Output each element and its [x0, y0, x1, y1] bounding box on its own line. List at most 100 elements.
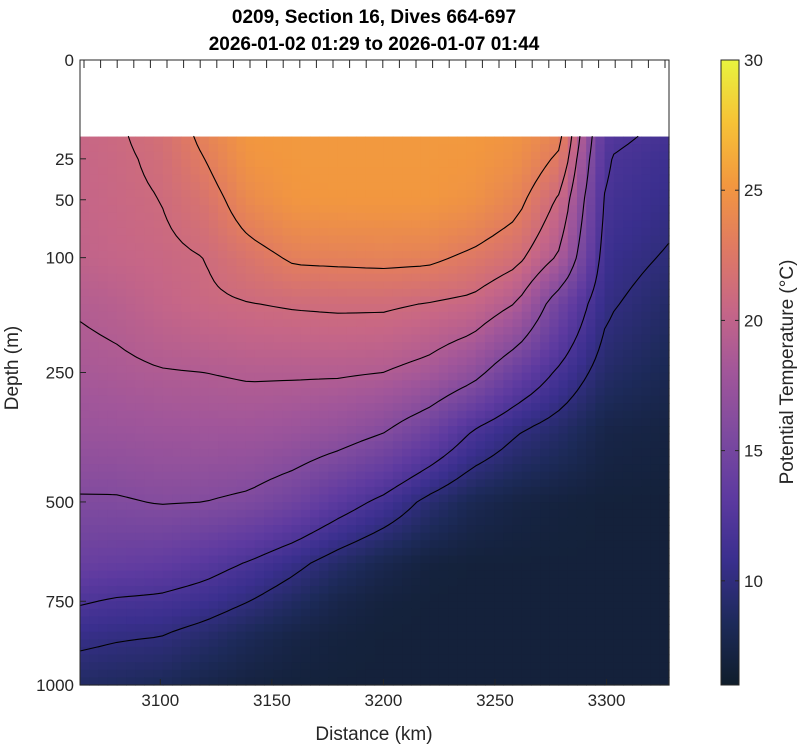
- field-cell: [549, 357, 560, 366]
- field-cell: [365, 639, 376, 648]
- field-cell: [328, 677, 339, 686]
- field-cell: [521, 174, 532, 183]
- field-cell: [172, 646, 182, 656]
- field-cell: [383, 372, 394, 381]
- field-cell: [420, 426, 431, 435]
- field-cell: [438, 266, 449, 275]
- field-cell: [613, 448, 624, 458]
- field-cell: [89, 250, 99, 260]
- field-cell: [595, 387, 606, 397]
- field-cell: [319, 281, 330, 290]
- field-cell: [512, 669, 523, 678]
- field-cell: [190, 517, 201, 526]
- field-cell: [457, 433, 468, 442]
- field-cell: [199, 326, 210, 336]
- field-cell: [199, 334, 210, 343]
- field-cell: [438, 456, 449, 465]
- field-cell: [245, 387, 256, 397]
- field-cell: [365, 479, 376, 488]
- field-cell: [576, 144, 587, 153]
- field-cell: [98, 456, 109, 465]
- field-cell: [558, 479, 569, 488]
- field-cell: [632, 357, 642, 366]
- field-cell: [576, 159, 587, 168]
- field-cell: [586, 182, 596, 191]
- field-cell: [153, 669, 164, 678]
- y-tick-label: 1000: [36, 676, 74, 695]
- field-cell: [162, 182, 173, 191]
- field-cell: [254, 479, 265, 488]
- field-cell: [181, 311, 192, 320]
- field-cell: [586, 646, 596, 656]
- field-cell: [641, 334, 652, 343]
- field-cell: [576, 464, 587, 473]
- field-cell: [521, 639, 532, 648]
- field-cell: [438, 532, 449, 541]
- field-cell: [218, 365, 228, 374]
- field-cell: [273, 494, 284, 503]
- field-cell: [457, 395, 468, 404]
- field-cell: [457, 486, 468, 496]
- field-cell: [475, 342, 486, 351]
- field-cell: [310, 144, 320, 153]
- field-cell: [659, 456, 670, 465]
- field-cell: [310, 677, 320, 686]
- field-cell: [126, 631, 136, 640]
- field-cell: [420, 235, 431, 244]
- field-cell: [162, 669, 173, 678]
- field-cell: [98, 227, 109, 237]
- field-cell: [199, 235, 210, 244]
- field-cell: [448, 296, 458, 305]
- field-cell: [365, 159, 376, 168]
- field-cell: [181, 250, 192, 260]
- field-cell: [337, 205, 348, 214]
- field-cell: [319, 525, 330, 534]
- field-cell: [613, 395, 624, 404]
- field-cell: [512, 243, 523, 252]
- field-cell: [475, 486, 486, 496]
- field-cell: [300, 326, 311, 336]
- field-cell: [567, 631, 578, 640]
- field-cell: [484, 631, 495, 640]
- field-cell: [659, 403, 670, 412]
- field-cell: [466, 304, 477, 313]
- field-cell: [429, 418, 440, 427]
- field-cell: [227, 296, 238, 305]
- field-cell: [475, 441, 486, 450]
- field-cell: [503, 418, 514, 427]
- field-cell: [411, 243, 422, 252]
- field-cell: [291, 334, 302, 343]
- field-cell: [402, 646, 412, 656]
- field-cell: [622, 509, 633, 519]
- colorbar-gradient: [720, 59, 740, 686]
- field-cell: [622, 380, 633, 389]
- field-cell: [245, 311, 256, 320]
- field-cell: [576, 517, 587, 526]
- field-cell: [199, 441, 210, 450]
- field-cell: [236, 547, 247, 557]
- field-cell: [438, 601, 449, 610]
- field-cell: [227, 433, 238, 442]
- field-cell: [190, 486, 201, 496]
- field-cell: [236, 342, 247, 351]
- field-cell: [429, 593, 440, 602]
- field-cell: [245, 601, 256, 610]
- field-cell: [98, 662, 109, 671]
- field-cell: [254, 144, 265, 153]
- field-cell: [549, 288, 560, 298]
- field-cell: [346, 319, 357, 328]
- field-cell: [319, 494, 330, 503]
- field-cell: [613, 212, 624, 221]
- field-cell: [595, 235, 606, 244]
- field-cell: [503, 532, 514, 541]
- field-cell: [420, 525, 431, 534]
- field-cell: [429, 227, 440, 237]
- field-cell: [521, 456, 532, 465]
- field-cell: [540, 243, 550, 252]
- field-cell: [567, 403, 578, 412]
- field-cell: [199, 578, 210, 587]
- field-cell: [429, 319, 440, 328]
- field-cell: [254, 182, 265, 191]
- field-cell: [107, 494, 118, 503]
- field-cell: [586, 639, 596, 648]
